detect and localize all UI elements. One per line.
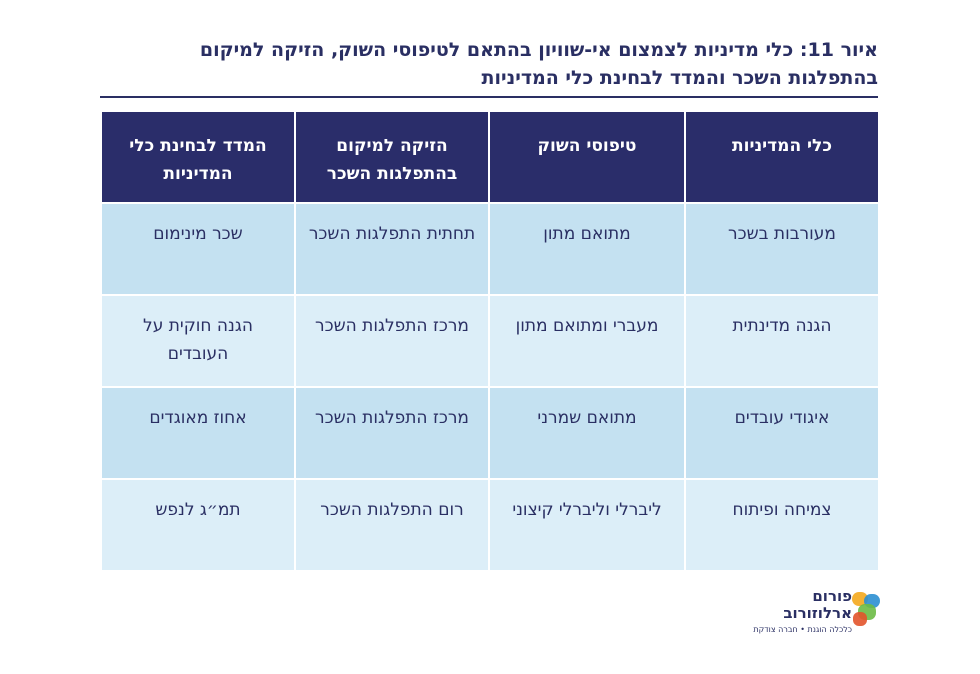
figure-title-line-1: איור 11: כלי מדיניות לצמצום אי-שוויון בה… [199,39,878,61]
table-cell: תחתית התפלגות השכר [294,202,490,296]
logo-text: פורום ארלוזורוב כלכלה הוגנת • חברה צודקת [753,588,852,636]
table-cell: מעורבות בשכר [684,202,880,296]
table-cell: רום התפלגות השכר [294,478,490,572]
table-cell: תמ״ג לנפש [100,478,296,572]
table-cell: מרכז התפלגות השכר [294,386,490,480]
table-row: הגנה מדינתית מעברי ומתואם מתון מרכז התפל… [100,294,880,388]
table-cell: צמיחה ופיתוח [684,478,880,572]
logo-name-line-1: פורום [812,587,852,605]
table-cell: מתואם שמרני [488,386,686,480]
figure-title: איור 11: כלי מדיניות לצמצום אי-שוויון בה… [100,36,878,92]
table-cell: איגודי עובדים [684,386,880,480]
title-divider [100,96,878,98]
logo-tagline: כלכלה הוגנת • חברה צודקת [753,625,852,634]
header-indicator: המדד לבחינת כלי המדיניות [100,110,296,204]
table-cell: שכר מינימום [100,202,296,296]
table-cell: מעברי ומתואם מתון [488,294,686,388]
logo-name-line-2: ארלוזורוב [783,604,852,622]
policy-tools-table: כלי המדיניות טיפוסי השוק הזיקה למיקום בה… [100,110,880,572]
table-row: איגודי עובדים מתואם שמרני מרכז התפלגות ה… [100,386,880,480]
header-market-type: טיפוסי השוק [488,110,686,204]
speech-bubbles-icon [852,592,880,626]
header-policy-tool: כלי המדיניות [684,110,880,204]
table-cell: ליברלי וליברלי קיצוני [488,478,686,572]
forum-logo: פורום ארלוזורוב כלכלה הוגנת • חברה צודקת [753,588,882,658]
figure-title-line-2: בהתפלגות השכר והמדד לבחינת כלי המדיניות [481,67,878,89]
header-wage-position: הזיקה למיקום בהתפלגות השכר [294,110,490,204]
table-cell: מתואם מתון [488,202,686,296]
table-row: מעורבות בשכר מתואם מתון תחתית התפלגות הש… [100,202,880,296]
table-cell: אחוז מאוגדים [100,386,296,480]
table-row: צמיחה ופיתוח ליברלי וליברלי קיצוני רום ה… [100,478,880,572]
table-cell: מרכז התפלגות השכר [294,294,490,388]
table-cell: הגנה חוקית על העובדים [100,294,296,388]
table-cell: הגנה מדינתית [684,294,880,388]
table-header-row: כלי המדיניות טיפוסי השוק הזיקה למיקום בה… [100,110,880,204]
